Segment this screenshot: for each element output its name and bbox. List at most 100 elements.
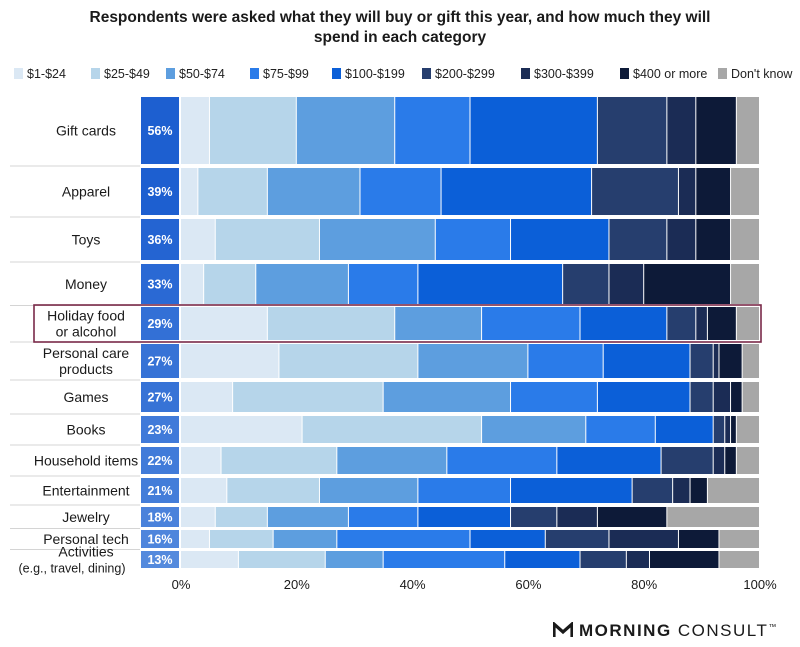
bar-segment: [418, 344, 528, 378]
bar-segment: [626, 551, 649, 568]
bar-segment: [348, 264, 418, 304]
legend-swatch: [422, 68, 431, 79]
bar-segment: [181, 447, 221, 474]
bar-segment: [707, 307, 736, 340]
bar-segment: [649, 551, 719, 568]
legend-swatch: [250, 68, 259, 79]
bar-segment: [181, 344, 279, 378]
bar-segment: [181, 168, 198, 215]
legend-label: $50-$74: [179, 67, 225, 81]
legend: $1-$24 $25-$49 $50-$74 $75-$99 $100-$199 $200…: [14, 67, 800, 87]
bar-segment: [667, 307, 696, 340]
bar-segment: [742, 382, 759, 412]
legend-label: $1-$24: [27, 67, 66, 81]
category-label: Apparel: [62, 184, 110, 200]
x-tick-label: 60%: [515, 577, 541, 592]
bar-segment: [319, 219, 435, 260]
bar-segment: [511, 382, 597, 412]
bar-segment: [597, 97, 667, 164]
bar-segment: [731, 219, 759, 260]
legend-item: $200-$299: [422, 67, 495, 81]
bar-segment: [696, 97, 736, 164]
share-label: 21%: [147, 484, 172, 498]
bar-segment: [713, 344, 719, 378]
bar-segment: [736, 97, 759, 164]
bar-segment: [337, 530, 470, 548]
bar-segment: [736, 307, 759, 340]
bar-segment: [713, 382, 731, 412]
category-label: or alcohol: [56, 324, 117, 340]
bar-segment: [360, 168, 441, 215]
bar-segment: [545, 530, 609, 548]
bar-segment: [215, 507, 267, 527]
bar-segment: [511, 478, 632, 503]
category-label: Entertainment: [42, 483, 129, 499]
bar-segment: [736, 447, 759, 474]
share-cell: [141, 219, 179, 260]
share-label: 29%: [147, 317, 172, 331]
bar-segment: [181, 264, 204, 304]
legend-label: $25-$49: [104, 67, 150, 81]
bar-segment: [447, 447, 557, 474]
bar-segment: [690, 344, 713, 378]
category-label: Games: [63, 389, 108, 405]
bar-segment: [221, 447, 337, 474]
category-label: Personal care: [43, 345, 130, 361]
bar-segment: [227, 478, 319, 503]
bar-segment: [215, 219, 319, 260]
share-cell: [141, 530, 179, 548]
logo-mark-icon: [553, 622, 573, 637]
bar-segment: [719, 344, 742, 378]
brand-name-regular: CONSULT: [677, 621, 769, 640]
share-label: 13%: [147, 553, 172, 567]
bar-segment: [181, 551, 238, 568]
legend-swatch: [14, 68, 23, 79]
legend-swatch: [521, 68, 530, 79]
bar-segment: [725, 447, 736, 474]
share-label: 36%: [147, 233, 172, 247]
bar-segment: [707, 478, 759, 503]
bar-segment: [482, 416, 586, 443]
share-cell: [141, 447, 179, 474]
category-label: Gift cards: [56, 123, 116, 139]
bar-segment: [337, 447, 447, 474]
bar-segment: [742, 344, 759, 378]
bar-segment: [597, 507, 667, 527]
legend-item: $75-$99: [250, 67, 309, 81]
bar-segment: [383, 382, 511, 412]
category-label: Jewelry: [62, 509, 109, 525]
bar-segment: [238, 551, 325, 568]
bar-segment: [713, 416, 725, 443]
bar-segment: [181, 478, 227, 503]
bar-segment: [609, 530, 678, 548]
legend-label: $75-$99: [263, 67, 309, 81]
share-cell: [141, 344, 179, 378]
x-tick-label: 100%: [743, 577, 777, 592]
bar-segment: [592, 168, 678, 215]
legend-item: $25-$49: [91, 67, 150, 81]
bar-segment: [325, 551, 383, 568]
bar-segment: [511, 219, 609, 260]
legend-label: $400 or more: [633, 67, 708, 81]
bar-segment: [696, 168, 731, 215]
bar-segment: [418, 478, 511, 503]
x-tick-label: 0%: [172, 577, 191, 592]
legend-label: $300-$399: [534, 67, 594, 81]
bar-segment: [557, 447, 661, 474]
category-label: Money: [65, 276, 107, 292]
legend-label: $200-$299: [435, 67, 495, 81]
bar-segment: [181, 307, 267, 340]
bar-segment: [181, 530, 209, 548]
bar-segment: [273, 530, 337, 548]
bar-segment: [209, 530, 273, 548]
bar-segment: [661, 447, 713, 474]
legend-swatch: [166, 68, 175, 79]
bar-segment: [181, 97, 209, 164]
category-label: (e.g., travel, dining): [19, 562, 126, 576]
bar-segment: [696, 219, 731, 260]
bar-segment: [296, 97, 395, 164]
bar-segment: [580, 551, 626, 568]
bar-segment: [580, 307, 667, 340]
legend-item: Don't know: [718, 67, 792, 81]
bar-segment: [418, 507, 511, 527]
